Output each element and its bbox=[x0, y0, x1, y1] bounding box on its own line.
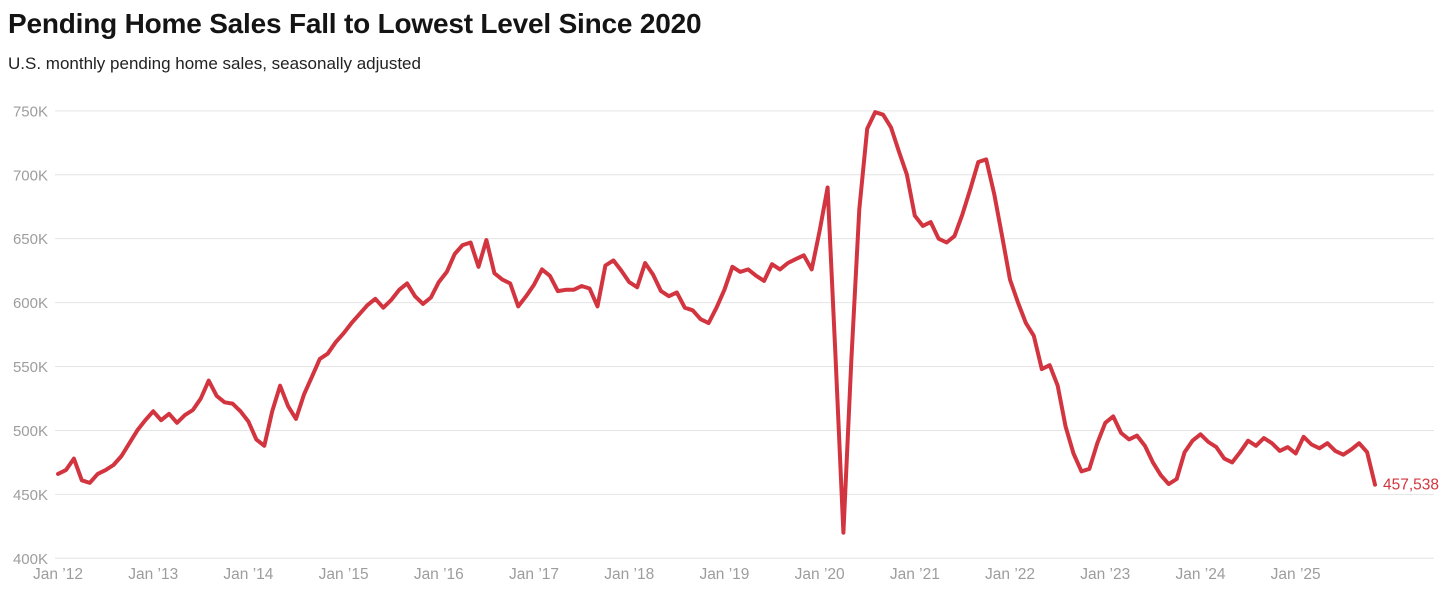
x-tick-label-Jan ’19: Jan ’19 bbox=[699, 566, 749, 583]
x-tick-label-Jan ’18: Jan ’18 bbox=[604, 566, 654, 583]
y-tick-label-400K: 400K bbox=[13, 551, 48, 568]
y-tick-label-750K: 750K bbox=[13, 103, 48, 120]
chart-header: Pending Home Sales Fall to Lowest Level … bbox=[8, 8, 1438, 75]
y-tick-label-500K: 500K bbox=[13, 423, 48, 440]
pending-sales-line bbox=[56, 110, 1377, 535]
x-tick-label-Jan ’23: Jan ’23 bbox=[1080, 566, 1130, 583]
x-tick-label-Jan ’17: Jan ’17 bbox=[509, 566, 559, 583]
y-tick-label-550K: 550K bbox=[13, 359, 48, 376]
x-tick-label-Jan ’13: Jan ’13 bbox=[128, 566, 178, 583]
last-value-label: 457,538 bbox=[1383, 477, 1439, 494]
x-tick-label-Jan ’14: Jan ’14 bbox=[223, 566, 273, 583]
y-tick-label-600K: 600K bbox=[13, 295, 48, 312]
x-tick-label-Jan ’25: Jan ’25 bbox=[1271, 566, 1321, 583]
pending-home-sales-chart: 750K 700K 650K 600K 550K 500K 450K 400K Jan ’12 J… bbox=[0, 90, 1446, 610]
x-tick-label-Jan ’22: Jan ’22 bbox=[985, 566, 1035, 583]
y-tick-label-650K: 650K bbox=[13, 231, 48, 248]
y-tick-label-700K: 700K bbox=[13, 167, 48, 184]
x-tick-label-Jan ’21: Jan ’21 bbox=[890, 566, 940, 583]
x-tick-label-Jan ’16: Jan ’16 bbox=[414, 566, 464, 583]
x-tick-label-Jan ’12: Jan ’12 bbox=[33, 566, 83, 583]
x-tick-label-Jan ’15: Jan ’15 bbox=[319, 566, 369, 583]
y-tick-label-450K: 450K bbox=[13, 487, 48, 504]
x-tick-label-Jan ’24: Jan ’24 bbox=[1175, 566, 1225, 583]
page-subtitle: U.S. monthly pending home sales, seasona… bbox=[8, 54, 421, 74]
x-tick-label-Jan ’20: Jan ’20 bbox=[795, 566, 845, 583]
page-title: Pending Home Sales Fall to Lowest Level … bbox=[8, 8, 702, 39]
